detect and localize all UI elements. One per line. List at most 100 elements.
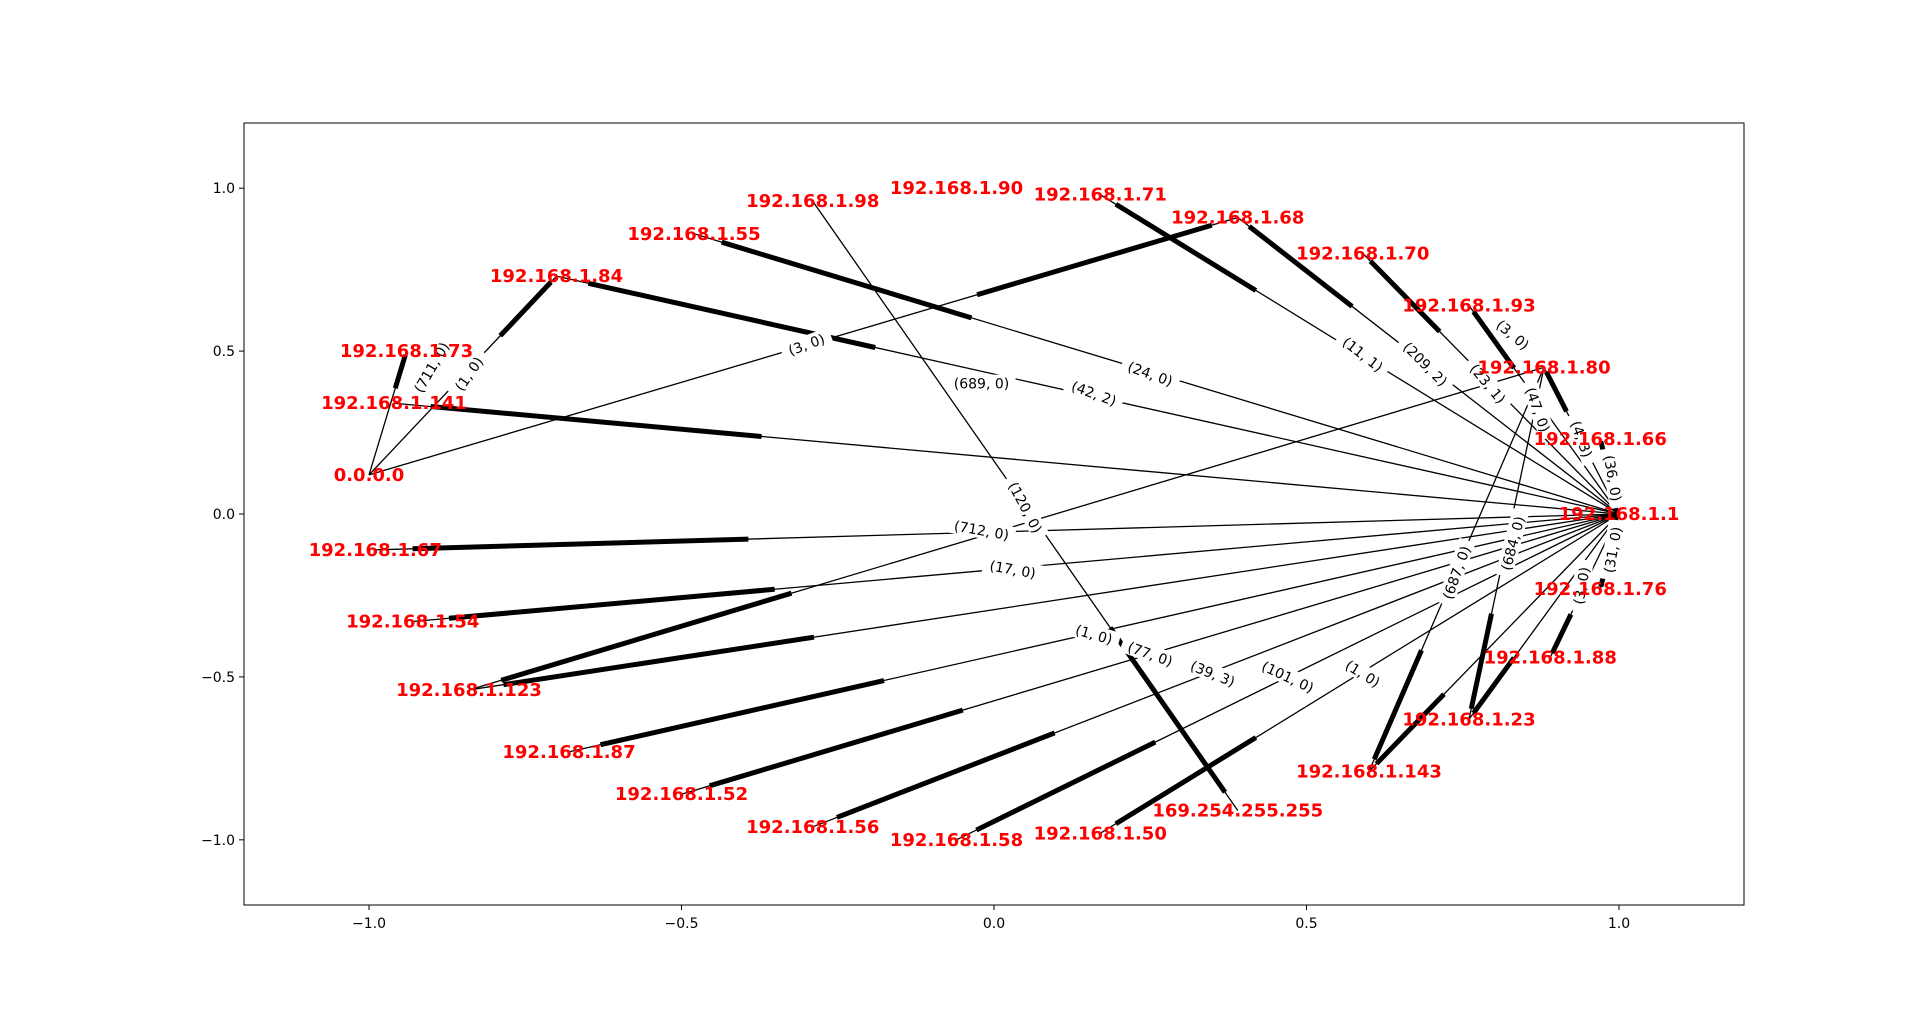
- edge-head-192-168-1-80-to-192-168-1-23: [1468, 613, 1494, 710]
- edge-head-192-168-1-1-to-192-168-1-55: [721, 239, 973, 321]
- edge-label-bg: [1066, 618, 1122, 650]
- node-label-192-168-1-23: 192.168.1.23: [1402, 709, 1535, 730]
- node-label-192-168-1-123: 192.168.1.123: [396, 680, 542, 701]
- edge-head-192-168-1-1-to-192-168-1-52: [708, 707, 964, 789]
- node-label-169-254-255-255: 169.254.255.255: [1152, 801, 1323, 822]
- edge-label-15: (36, 0): [1599, 447, 1627, 510]
- node-label-192-168-1-50: 192.168.1.50: [1034, 823, 1167, 844]
- edge-head-192-168-1-1-to-192-168-1-54: [448, 586, 775, 621]
- edge-label-1: (17, 0): [981, 555, 1044, 583]
- x-tick-label: −1.0: [352, 916, 386, 932]
- edge-label-bg: [406, 333, 456, 401]
- edge-head-192-168-1-1-to-192-168-1-67: [412, 536, 749, 552]
- edge-head-192-168-1-1-to-192-168-1-141: [430, 404, 762, 439]
- node-label-192-168-1-73: 192.168.1.73: [340, 341, 473, 362]
- y-tick-label: −1.0: [201, 833, 235, 849]
- node-label-192-168-1-84: 192.168.1.84: [490, 266, 623, 287]
- edge-label-bg: [778, 327, 834, 361]
- edge-head-192-168-1-1-to-192-168-1-23: [1471, 656, 1517, 715]
- node-label-192-168-1-141: 192.168.1.141: [321, 393, 467, 414]
- edge-head-192-168-1-1-to-192-168-1-71: [1114, 202, 1258, 293]
- edge-label-bg: [1119, 635, 1182, 672]
- node-label-192-168-1-54: 192.168.1.54: [346, 612, 479, 633]
- edge-label-bg: [1181, 654, 1244, 693]
- node-label-192-168-1-70: 192.168.1.70: [1296, 243, 1429, 264]
- node-label-192-168-1-56: 192.168.1.56: [746, 817, 879, 838]
- edge-label-bg: [1568, 558, 1594, 613]
- edge-label-bg: [1487, 311, 1539, 358]
- edge-head-192-168-1-1-to-192-168-1-68: [1247, 224, 1354, 309]
- plot-frame: [243, 122, 1745, 906]
- edge-label-bg: [1063, 374, 1126, 412]
- edge-label-layer: (712, 0)(17, 0)(1, 0)(77, 0)(39, 3) (101,…: [406, 311, 1627, 699]
- y-tick-label: 0.0: [213, 507, 235, 523]
- edge-label-bg: [1462, 354, 1514, 412]
- node-label-192-168-1-67: 192.168.1.67: [309, 540, 442, 561]
- edge-label-bg: [1395, 333, 1456, 394]
- edge-head-192-168-1-1-to-192-168-1-93: [1471, 310, 1517, 370]
- edge-head-192-168-1-1-to-192-168-1-50: [1114, 735, 1258, 826]
- edge-head-192-168-1-1-to-192-168-1-80: [1544, 370, 1569, 413]
- edge-head-192-168-1-1-to-192-168-1-70: [1368, 259, 1442, 334]
- edge-label-bg: [947, 374, 1016, 392]
- node-label-0-0-0-0: 0.0.0.0: [334, 465, 405, 486]
- edge-head-192-168-1-80-to-192-168-1-123: [500, 590, 793, 683]
- x-tick-label: 0.0: [983, 916, 1005, 932]
- edge-head-192-168-1-1-to-192-168-1-88: [1550, 613, 1574, 655]
- node-label-192-168-1-71: 192.168.1.71: [1034, 185, 1167, 206]
- edge-label-text: (36, 0): [1600, 454, 1624, 503]
- y-tick-label: 0.5: [213, 344, 235, 360]
- edge-head-192-168-1-1-to-192-168-1-123: [503, 634, 815, 688]
- node-label-192-168-1-88: 192.168.1.88: [1484, 647, 1617, 668]
- edge-label-bg: [981, 555, 1044, 583]
- y-tick-label: −0.5: [201, 670, 235, 686]
- edge-label-bg: [1495, 508, 1530, 579]
- node-label-layer: 192.168.1.1 0.0.0.0 192.168.1.73 192.168.1.…: [309, 178, 1680, 851]
- edge-label-bg: [1334, 328, 1392, 380]
- edge-head-192-168-1-1-to-192-168-1-87: [599, 678, 885, 748]
- edge-label-bg: [446, 347, 491, 400]
- edge-label-bg: [1519, 378, 1557, 441]
- node-label-192-168-1-52: 192.168.1.52: [615, 784, 748, 805]
- x-tick-label: 1.0: [1608, 916, 1630, 932]
- node-label-192-168-1-76: 192.168.1.76: [1534, 579, 1667, 600]
- node-label-192-168-1-98: 192.168.1.98: [746, 191, 879, 212]
- x-axis-ticks: −1.0 −0.5 0.0 0.5 1.0: [352, 905, 1630, 932]
- node-label-192-168-1-143: 192.168.1.143: [1296, 761, 1442, 782]
- edge-head-0-0-0-0-to-192-168-1-73: [392, 354, 408, 389]
- node-label-192-168-1-1: 192.168.1.1: [1559, 504, 1680, 525]
- edge-label-bg: [1565, 411, 1599, 467]
- node-label-192-168-1-93: 192.168.1.93: [1402, 295, 1535, 316]
- x-tick-label: −0.5: [665, 916, 699, 932]
- edge-label-16: (31, 0): [1598, 518, 1626, 581]
- edge-head-192-168-1-1-to-192-168-1-58: [975, 739, 1157, 833]
- node-label-192-168-1-90: 192.168.1.90: [890, 178, 1023, 199]
- node-label-192-168-1-58: 192.168.1.58: [890, 830, 1023, 851]
- edge-head-192-168-1-80-to-192-168-1-143: [1371, 649, 1424, 761]
- y-tick-label: 1.0: [213, 181, 235, 197]
- node-label-192-168-1-55: 192.168.1.55: [627, 224, 760, 245]
- edge-label-bg: [1253, 654, 1323, 699]
- edge-label-bg: [1119, 355, 1182, 392]
- edge-head-192-168-1-1-to-192-168-1-143: [1374, 692, 1446, 766]
- edge-head-192-168-1-98-to-169-254-255-255: [1108, 626, 1228, 794]
- node-label-192-168-1-87: 192.168.1.87: [502, 742, 635, 763]
- edge-label-bg: [1336, 652, 1390, 695]
- edge-label-bg: [1599, 447, 1627, 510]
- edge-label-text: (689, 0): [954, 377, 1009, 393]
- edge-label-27: (47, 0): [1519, 378, 1557, 441]
- edge-label-17: (3, 0): [1568, 558, 1594, 613]
- edge-label-bg: [1436, 537, 1476, 608]
- y-axis-ticks: −1.0 −0.5 0.0 0.5 1.0: [201, 181, 244, 849]
- edge-label-bg: [946, 515, 1017, 545]
- edge-label-8: (689, 0): [947, 374, 1016, 393]
- edge-label-bg: [1002, 473, 1050, 542]
- node-label-192-168-1-80: 192.168.1.80: [1477, 357, 1610, 378]
- x-tick-label: 0.5: [1295, 916, 1317, 932]
- edge-label-bg: [1598, 518, 1626, 581]
- edge-head-192-168-1-1-to-192-168-1-56: [836, 730, 1056, 820]
- node-label-192-168-1-68: 192.168.1.68: [1171, 207, 1304, 228]
- edge-head-0-0-0-0-to-192-168-1-84: [498, 280, 553, 338]
- node-label-192-168-1-66: 192.168.1.66: [1534, 429, 1667, 450]
